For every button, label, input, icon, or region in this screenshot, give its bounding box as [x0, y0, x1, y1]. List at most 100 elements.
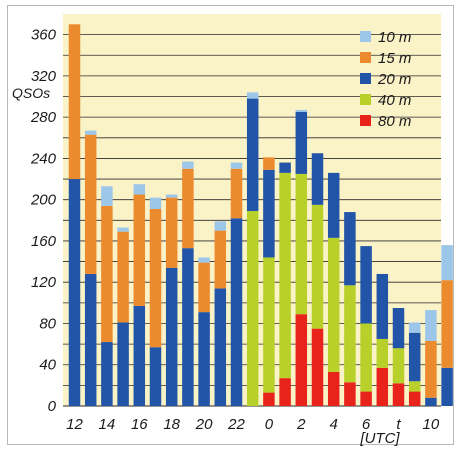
bar-segment: [425, 310, 437, 342]
bar-segment: [311, 328, 324, 406]
bar-segment: [425, 397, 437, 406]
bar-segment: [214, 230, 227, 289]
bar-segment: [344, 285, 356, 383]
bar-segment: [408, 381, 421, 392]
y-tick-label: 120: [31, 274, 57, 291]
bar-segment: [425, 341, 437, 398]
bar-segment: [246, 98, 259, 212]
bar-segment: [279, 378, 291, 406]
y-tick-label: 80: [39, 315, 56, 332]
bar-segment: [198, 257, 210, 263]
bar-segment: [344, 212, 356, 286]
bar-segment: [392, 348, 405, 384]
legend-label: 80 m: [378, 113, 411, 130]
bar-segment: [441, 245, 453, 281]
x-tick-label: 10: [423, 416, 440, 433]
bar-segment: [295, 314, 308, 406]
bar-segment: [117, 231, 129, 323]
bar-segment: [230, 218, 243, 406]
bar-segment: [441, 280, 453, 368]
legend-label: 40 m: [378, 92, 411, 109]
bar-segment: [263, 169, 275, 258]
bar-segment: [84, 273, 97, 406]
bar-segment: [376, 273, 389, 339]
x-tick-label: 0: [265, 416, 274, 433]
bar-segment: [327, 371, 340, 406]
bar-segment: [246, 211, 259, 406]
bar-segment: [376, 338, 389, 368]
bar-segment: [198, 262, 210, 313]
bar-segment: [408, 391, 421, 406]
bar-segment: [360, 391, 372, 406]
legend: 10 m 15 m 20 m 40 m 80 m: [360, 29, 411, 130]
bar-segment: [230, 162, 243, 169]
y-tick-label: 40: [39, 357, 56, 374]
bar-segment: [117, 322, 129, 406]
bar-segment: [182, 161, 194, 169]
bar-segment: [441, 367, 453, 406]
bar-segment: [360, 323, 372, 392]
bar-segment: [165, 267, 178, 406]
bar-segment: [344, 382, 356, 406]
bar-segment: [84, 130, 97, 135]
bar-segment: [182, 248, 194, 406]
bar-segment: [295, 109, 308, 112]
y-tick-label: 240: [30, 150, 57, 167]
bar-segment: [117, 227, 129, 232]
bar-segment: [101, 205, 113, 343]
bar-segment: [230, 168, 243, 219]
bar-segment: [198, 312, 210, 406]
x-tick-label: 20: [195, 416, 213, 433]
bar-segment: [392, 383, 405, 406]
legend-swatch: [360, 115, 371, 126]
bar-segment: [68, 179, 81, 406]
y-tick-label: 320: [31, 68, 57, 85]
x-tick-label: 4: [330, 416, 338, 433]
legend-label: 15 m: [378, 50, 411, 67]
legend-label: 10 m: [378, 29, 411, 46]
bar-segment: [149, 208, 162, 348]
y-axis-ticks: 0 40 80 120 160 200 240 280 320 360: [30, 27, 57, 415]
legend-swatch: [360, 31, 371, 42]
x-tick-label: 22: [227, 416, 245, 433]
bar-segment: [214, 288, 227, 406]
x-axis-ticks: 12 14 16 18 20 22 0 2 4 6 10: [66, 416, 440, 433]
bar-segment: [311, 204, 324, 329]
x-tick-label: 14: [99, 416, 116, 433]
bar-segment: [408, 322, 421, 333]
bar-segment: [84, 134, 97, 274]
bar-segment: [327, 172, 340, 238]
bar-segment: [149, 347, 162, 406]
bar-segment: [279, 172, 291, 379]
bar-segment: [246, 92, 259, 99]
y-tick-label: 360: [31, 27, 57, 44]
y-tick-label: 0: [48, 398, 57, 415]
bar-segment: [263, 392, 275, 406]
x-tick-label: 12: [66, 416, 83, 433]
bar-segment: [182, 168, 194, 249]
chart-frame: 0 40 80 120 160 200 240 280 320 360 12 14 16 18 20 22 0…: [7, 5, 454, 446]
bar-segment: [133, 184, 146, 195]
bar-segment: [263, 157, 275, 170]
x-tick-label: 18: [163, 416, 180, 433]
bars: [68, 24, 453, 406]
x-axis-label-unit: [UTC]: [359, 430, 400, 446]
bar-segment: [133, 305, 146, 406]
bar-segment: [68, 24, 81, 180]
legend-swatch: [360, 94, 371, 105]
bar-segment: [376, 367, 389, 406]
bar-segment: [295, 173, 308, 315]
bar-segment: [133, 194, 146, 306]
x-tick-label: 16: [131, 416, 148, 433]
x-axis-label-t: t: [396, 416, 401, 433]
bar-segment: [149, 197, 162, 209]
bar-segment: [279, 162, 291, 173]
y-axis-label: QSOs: [12, 85, 50, 101]
bar-segment: [214, 221, 227, 231]
bar-segment: [165, 197, 178, 268]
bar-segment: [295, 112, 308, 174]
bar-segment: [165, 194, 178, 198]
bar-segment: [408, 332, 421, 382]
bar-segment: [392, 308, 405, 349]
